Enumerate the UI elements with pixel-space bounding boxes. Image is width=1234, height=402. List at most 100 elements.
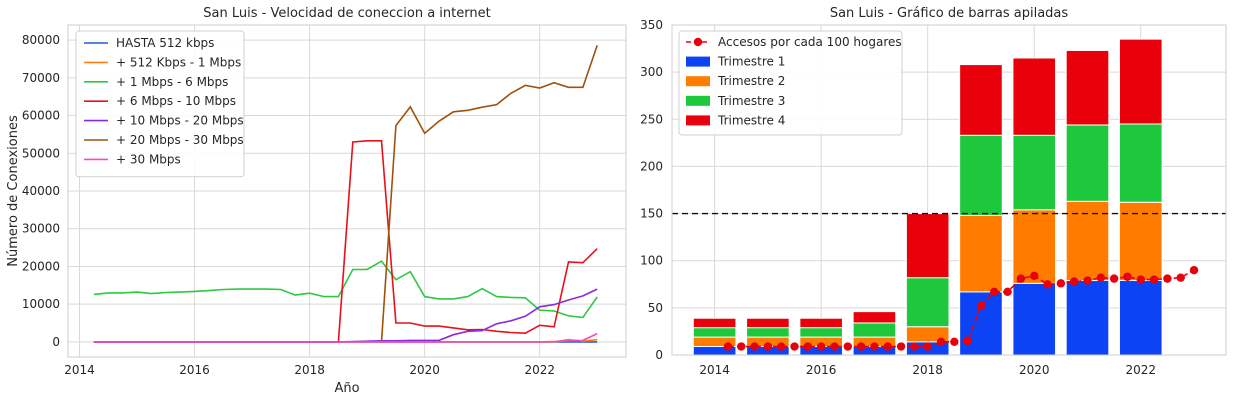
right-legend-swatch-1 [686,76,710,87]
left-y-tick-label: 50000 [22,146,60,160]
right-y-tick-label: 200 [640,159,663,173]
right-bar-2021-segment-0 [1065,280,1110,356]
right-line-marker-34 [1176,273,1185,282]
right-line-marker-3 [763,342,773,351]
right-bar-2018-segment-3 [905,213,950,279]
right-line-marker-4 [777,342,786,351]
right-bar-2015-segment-2 [746,327,790,338]
left-y-tick-label: 80000 [22,33,60,47]
right-y-tick-label: 50 [648,301,663,315]
right-line-marker-19 [976,301,986,311]
right-line-marker-12 [883,342,892,351]
right-line-marker-24 [1043,280,1052,289]
right-bar-2014-segment-2 [692,327,737,338]
left-series-line-6 [93,332,598,343]
right-bar-2022-segment-3 [1118,38,1163,125]
left-legend-box [75,30,245,178]
left-legend-label-4: + 10 Mbps - 20 Mbps [116,114,244,128]
left-chart-title: San Luis - Velocidad de coneccion a inte… [203,6,490,21]
right-bar-2014-segment-3 [692,317,737,329]
right-bar-2021-segment-2 [1065,124,1110,202]
right-bar-2020-segment-3 [1012,57,1057,136]
right-bar-2020-segment-1 [1012,209,1057,284]
right-bar-2016-segment-3 [799,317,843,329]
right-line-marker-21 [1003,287,1012,297]
right-line-marker-27 [1083,276,1092,285]
right-bar-2019-segment-1 [959,214,1003,293]
right-legend-label-0: Trimestre 1 [717,55,785,69]
left-series-line-2 [93,260,598,319]
right-bar-2017-segment-2 [852,322,897,338]
right-line-marker-10 [856,342,866,351]
right-x-tick-label: 2020 [1019,363,1050,377]
right-bar-2022-segment-2 [1118,123,1163,203]
right-line-marker-20 [990,287,999,297]
right-bar-2016-segment-2 [799,327,843,338]
right-bar-2017-segment-3 [852,311,897,324]
right-line-marker-28 [1096,273,1106,282]
left-legend-label-3: + 6 Mbps - 10 Mbps [116,94,236,108]
right-legend-label-1: Trimestre 2 [717,74,785,88]
left-x-axis-label: Año [334,381,359,396]
left-y-tick-label: 60000 [22,109,60,123]
right-y-tick-label: 100 [640,254,663,268]
left-legend-label-0: HASTA 512 kbps [116,36,214,50]
left-x-tick-label: 2018 [294,363,325,377]
right-line-marker-25 [1056,279,1066,288]
right-line-marker-2 [750,342,759,351]
right-line-marker-17 [950,337,959,346]
left-y-tick-label: 10000 [22,297,60,311]
right-y-tick-label: 250 [640,112,663,126]
left-series-line-5 [380,45,598,342]
left-x-tick-label: 2020 [409,363,440,377]
right-line-marker-33 [1163,274,1172,283]
right-y-tick-label: 300 [640,65,663,79]
right-line-marker-1 [737,342,746,351]
right-legend-label-3: Trimestre 4 [717,113,785,127]
right-y-tick-label: 150 [640,207,663,221]
left-y-tick-label: 40000 [22,184,60,198]
right-line-marker-29 [1109,274,1119,283]
right-bar-2019-segment-2 [959,134,1003,216]
left-legend-label-2: + 1 Mbps - 6 Mbps [116,75,228,89]
right-legend-swatch-3 [686,115,710,126]
left-x-tick-label: 2016 [179,363,210,377]
left-plot-frame [67,24,627,358]
right-y-tick-label: 0 [655,348,663,362]
right-line-marker-7 [816,342,826,351]
right-line-marker-35 [1189,265,1199,275]
left-legend-label-6: + 30 Mbps [116,152,181,166]
left-legend-label-5: + 20 Mbps - 30 Mbps [116,133,244,147]
right-plot-frame [671,24,1227,356]
right-line-marker-31 [1136,275,1145,284]
right-line-marker-30 [1123,272,1132,281]
right-legend-swatch-0 [686,56,710,67]
right-line-marker-8 [830,342,839,351]
right-chart-title: San Luis - Gráfico de barras apiladas [830,6,1069,21]
left-legend-label-1: + 512 Kbps - 1 Mbps [116,55,241,69]
right-bar-2019-segment-0 [959,291,1003,356]
right-legend-swatch-2 [686,95,710,106]
right-x-tick-label: 2022 [1125,363,1156,377]
right-line-marker-0 [723,342,733,351]
right-line-marker-23 [1030,271,1039,280]
right-line-marker-18 [963,336,972,346]
right-line-marker-6 [803,342,813,351]
right-x-tick-label: 2018 [912,363,943,377]
right-bar-2018-segment-2 [905,277,950,328]
right-legend-box [678,30,903,136]
right-line-marker-16 [936,337,946,346]
right-bar-2015-segment-3 [746,317,790,329]
right-bar-2022-segment-0 [1118,280,1163,356]
right-line-marker-22 [1016,274,1026,283]
right-bar-2019-segment-3 [959,64,1003,136]
left-x-tick-label: 2022 [524,363,555,377]
right-x-tick-label: 2016 [806,363,837,377]
right-line-marker-32 [1149,275,1159,284]
left-y-tick-label: 20000 [22,259,60,273]
right-legend-label-2: Trimestre 3 [717,94,785,108]
right-line-marker-14 [910,342,919,351]
right-line-marker-9 [843,342,852,351]
right-line-marker-26 [1069,277,1079,286]
